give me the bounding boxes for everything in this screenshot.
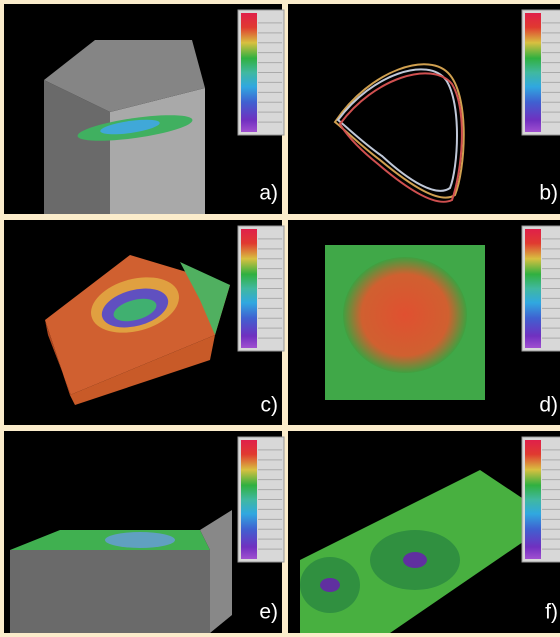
circle-feature	[403, 552, 427, 568]
panel-label: f)	[545, 601, 558, 624]
scale-strip	[525, 13, 541, 132]
panel-label: b)	[539, 182, 558, 205]
scale-strip	[241, 13, 257, 132]
scale-strip	[241, 440, 257, 559]
panel-label: c)	[261, 394, 279, 417]
deviation-region	[343, 257, 467, 373]
panel	[288, 4, 560, 214]
panel-label: d)	[539, 394, 558, 417]
panel-label: e)	[259, 601, 278, 624]
figure: a) b) c) d) e) f)	[0, 0, 560, 637]
panel-label: a)	[259, 182, 278, 205]
scale-strip	[525, 440, 541, 559]
surface-patch	[105, 532, 175, 548]
circle-feature	[320, 578, 340, 592]
scale-strip	[525, 229, 541, 348]
box-face	[10, 550, 210, 633]
render-a	[44, 40, 205, 214]
scale-strip	[241, 229, 257, 348]
render-d	[325, 245, 485, 400]
